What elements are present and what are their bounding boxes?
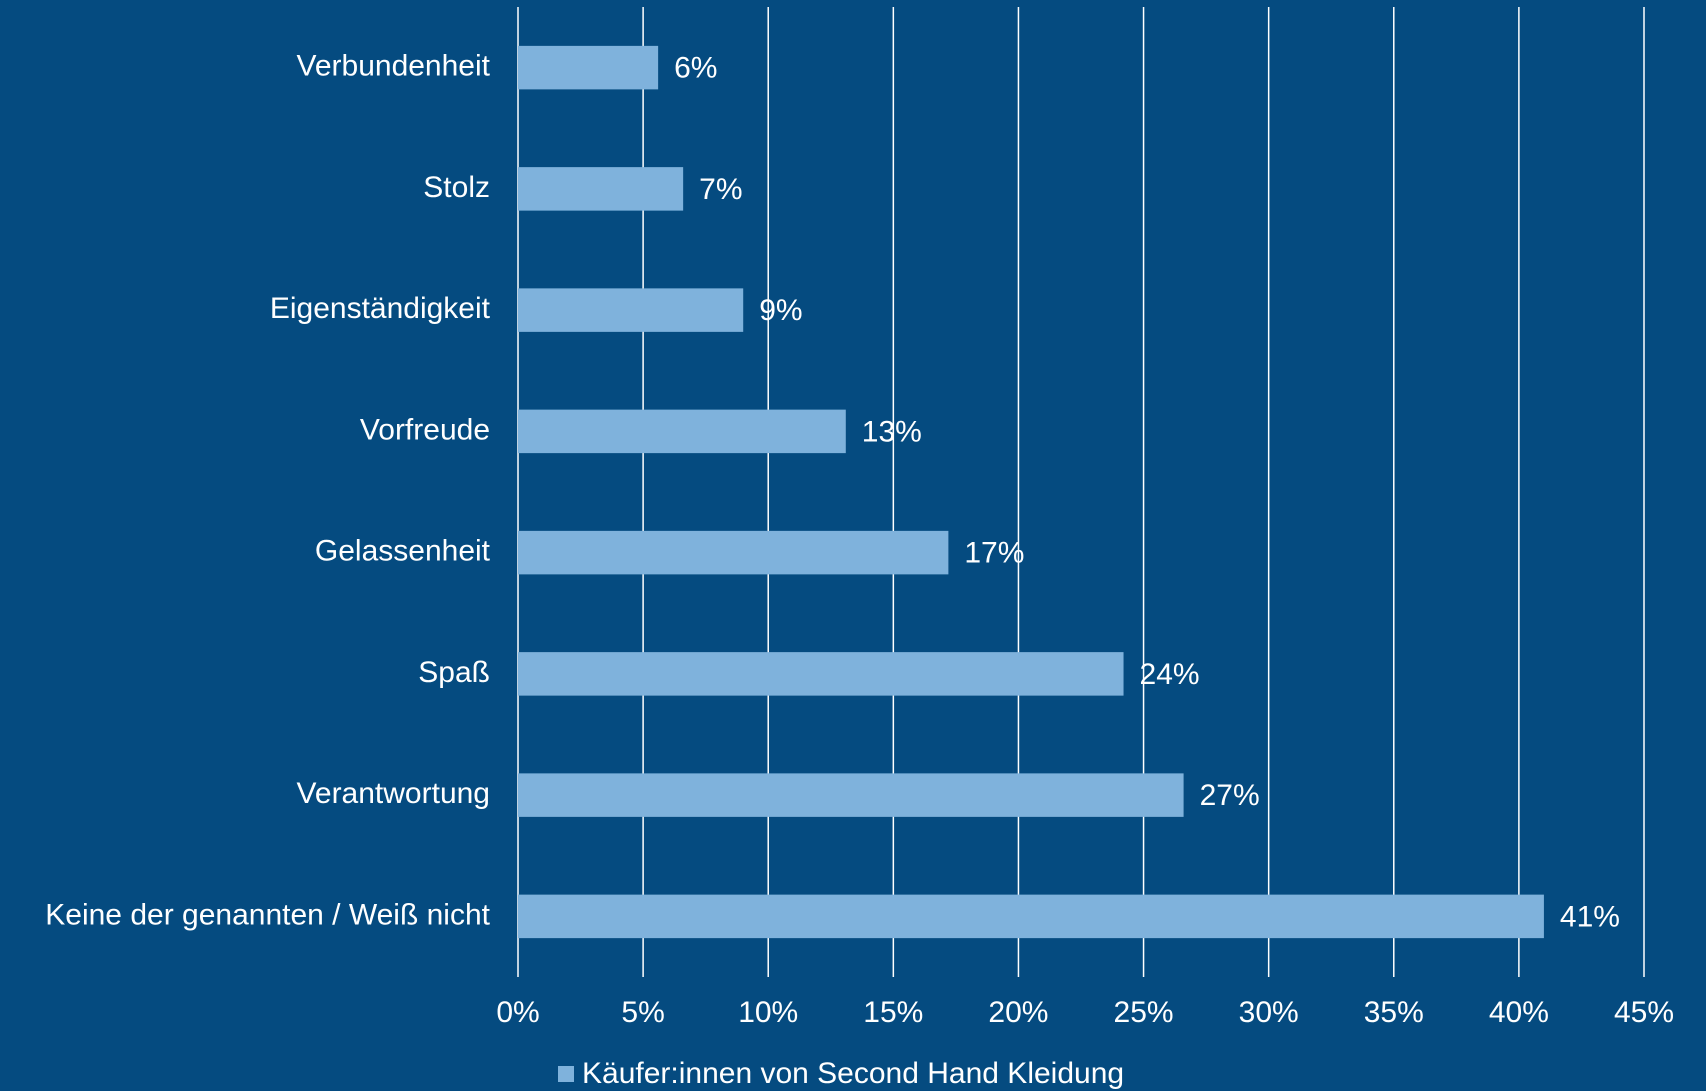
bar	[518, 167, 684, 211]
bar	[518, 894, 1544, 939]
y-tick-label: Eigenständigkeit	[270, 292, 491, 325]
bar	[518, 652, 1124, 696]
bar	[518, 45, 659, 90]
bar	[518, 409, 846, 454]
x-tick-label: 40%	[1489, 996, 1549, 1029]
x-tick-label: 0%	[496, 996, 539, 1029]
x-tick-label: 10%	[738, 996, 798, 1029]
bar	[518, 530, 949, 575]
x-tick-label: 35%	[1364, 996, 1424, 1029]
data-label: 17%	[964, 537, 1024, 570]
bar	[518, 288, 744, 332]
data-label: 7%	[699, 173, 742, 206]
data-label: 6%	[674, 52, 717, 85]
x-tick-label: 20%	[988, 996, 1048, 1029]
data-label: 41%	[1560, 900, 1620, 933]
x-tick-label: 5%	[621, 996, 664, 1029]
data-label: 27%	[1200, 779, 1260, 812]
y-tick-label: Gelassenheit	[315, 535, 491, 568]
y-tick-label: Stolz	[423, 171, 490, 204]
legend-label: Käufer:innen von Second Hand Kleidung	[582, 1057, 1124, 1090]
y-tick-label: Vorfreude	[360, 413, 490, 446]
x-tick-label: 25%	[1114, 996, 1174, 1029]
legend-swatch	[558, 1066, 574, 1082]
data-label: 13%	[862, 415, 922, 448]
bar	[518, 773, 1184, 817]
y-tick-label: Verantwortung	[297, 777, 490, 810]
data-label: 9%	[759, 294, 802, 327]
data-label: 24%	[1140, 658, 1200, 691]
x-tick-label: 15%	[863, 996, 923, 1029]
y-tick-label: Verbundenheit	[296, 50, 490, 83]
y-tick-label: Spaß	[418, 656, 490, 689]
x-tick-label: 30%	[1239, 996, 1299, 1029]
x-tick-label: 45%	[1614, 996, 1674, 1029]
y-tick-label: Keine der genannten / Weiß nicht	[45, 898, 490, 931]
